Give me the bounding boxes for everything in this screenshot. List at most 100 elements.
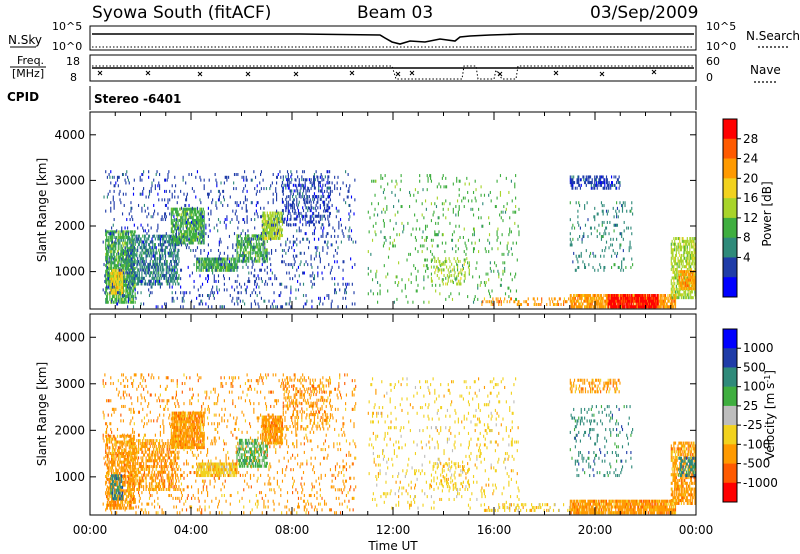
heatmap-cell: [122, 292, 124, 296]
heatmap-cell: [224, 175, 226, 179]
heatmap-cell: [140, 223, 142, 227]
heatmap-cell: [191, 227, 193, 231]
heatmap-cell: [307, 197, 309, 201]
heatmap-cell: [326, 170, 328, 174]
heatmap-cell: [663, 294, 665, 298]
heatmap-cell: [186, 223, 188, 227]
heatmap-cell: [112, 269, 114, 273]
heatmap-cell: [276, 217, 278, 221]
heatmap-cell: [120, 300, 122, 304]
heatmap-cell: [117, 288, 119, 292]
heatmap-cell: [462, 268, 464, 272]
heatmap-cell: [213, 296, 215, 300]
heatmap-cell: [230, 260, 232, 264]
heatmap-cell: [256, 212, 258, 216]
heatmap-cell: [105, 292, 107, 296]
heatmap-cell: [115, 235, 117, 239]
heatmap-cell: [180, 216, 183, 220]
heatmap-cell: [196, 260, 199, 264]
heatmap-cell: [268, 231, 270, 235]
heatmap-cell: [176, 227, 178, 231]
heatmap-cell: [610, 294, 613, 298]
nave-cross: [245, 71, 251, 77]
heatmap-cell: [105, 260, 108, 264]
heatmap-cell: [265, 231, 268, 235]
heatmap-cell: [127, 278, 129, 282]
heatmap-cell: [126, 272, 128, 276]
heatmap-cell: [450, 292, 452, 296]
heatmap-cell: [246, 251, 248, 255]
heatmap-cell: [224, 257, 226, 261]
heatmap-cell: [121, 257, 123, 261]
heatmap-cell: [232, 296, 234, 300]
heatmap-cell: [193, 207, 195, 211]
heatmap-cell: [512, 210, 514, 214]
heatmap-cell: [287, 195, 289, 199]
heatmap-cell: [165, 245, 167, 249]
heatmap-cell: [310, 209, 312, 213]
heatmap-cell: [598, 294, 600, 298]
heatmap-cell: [262, 243, 264, 247]
heatmap-cell: [244, 237, 246, 241]
heatmap-cell: [171, 210, 173, 214]
heatmap-cell: [123, 264, 125, 268]
heatmap-cell: [176, 276, 178, 280]
heatmap-cell: [343, 234, 345, 238]
heatmap-cell: [286, 200, 288, 204]
heatmap-cell: [424, 258, 426, 262]
heatmap-cell: [414, 247, 417, 251]
heatmap-cell: [449, 221, 451, 225]
heatmap-cell: [240, 232, 242, 236]
heatmap-cell: [169, 237, 172, 241]
heatmap-cell: [573, 299, 575, 303]
heatmap-cell: [175, 240, 177, 244]
heatmap-cell: [154, 184, 156, 188]
heatmap-cell: [134, 266, 136, 270]
heatmap-cell: [208, 296, 210, 300]
heatmap-cell: [121, 280, 124, 284]
heatmap-cell: [305, 214, 307, 218]
heatmap-cell: [159, 262, 161, 266]
heatmap-cell: [207, 212, 209, 216]
heatmap-cell: [148, 189, 151, 193]
heatmap-cell: [125, 283, 127, 287]
heatmap-cell: [125, 255, 127, 259]
heatmap-cell: [246, 237, 248, 241]
heatmap-cell: [408, 252, 410, 256]
heatmap-cell: [244, 237, 247, 241]
heatmap-cell: [234, 279, 236, 283]
heatmap-cell: [293, 206, 295, 210]
heatmap-cell: [336, 181, 338, 185]
heatmap-cell: [350, 257, 352, 261]
heatmap-cell: [192, 248, 194, 252]
heatmap-cell: [205, 265, 207, 269]
heatmap-cell: [265, 251, 267, 255]
heatmap-cell: [223, 198, 225, 202]
heatmap-cell: [136, 282, 138, 286]
heatmap-cell: [105, 235, 108, 239]
heatmap-cell: [606, 305, 608, 309]
heatmap-cell: [580, 305, 582, 309]
heatmap-cell: [154, 268, 156, 272]
heatmap-cell: [191, 213, 193, 217]
heatmap-cell: [126, 275, 128, 279]
heatmap-cell: [329, 186, 332, 190]
heatmap-cell: [172, 235, 174, 239]
heatmap-cell: [377, 202, 379, 206]
heatmap-cell: [181, 241, 183, 245]
heatmap-cell: [334, 282, 336, 286]
heatmap-cell: [580, 299, 582, 303]
heatmap-cell: [238, 259, 241, 263]
heatmap-cell: [220, 268, 222, 272]
heatmap-cell: [200, 221, 202, 225]
heatmap-cell: [171, 274, 173, 278]
heatmap-cell: [317, 200, 319, 204]
heatmap-cell: [110, 170, 112, 174]
heatmap-cell: [295, 223, 297, 227]
heatmap-cell: [250, 178, 252, 182]
heatmap-cell: [263, 299, 265, 303]
heatmap-cell: [123, 275, 125, 279]
heatmap-cell: [302, 214, 304, 218]
heatmap-cell: [263, 254, 265, 258]
heatmap-cell: [127, 261, 129, 265]
